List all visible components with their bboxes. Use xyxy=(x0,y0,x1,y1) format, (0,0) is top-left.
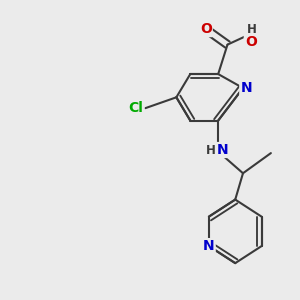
Text: Cl: Cl xyxy=(129,101,143,115)
Text: H: H xyxy=(247,22,257,36)
Text: H: H xyxy=(206,143,215,157)
Text: N: N xyxy=(217,143,229,157)
Text: O: O xyxy=(200,22,212,36)
Text: N: N xyxy=(203,239,215,253)
Text: N: N xyxy=(240,81,252,95)
Text: O: O xyxy=(245,34,257,49)
